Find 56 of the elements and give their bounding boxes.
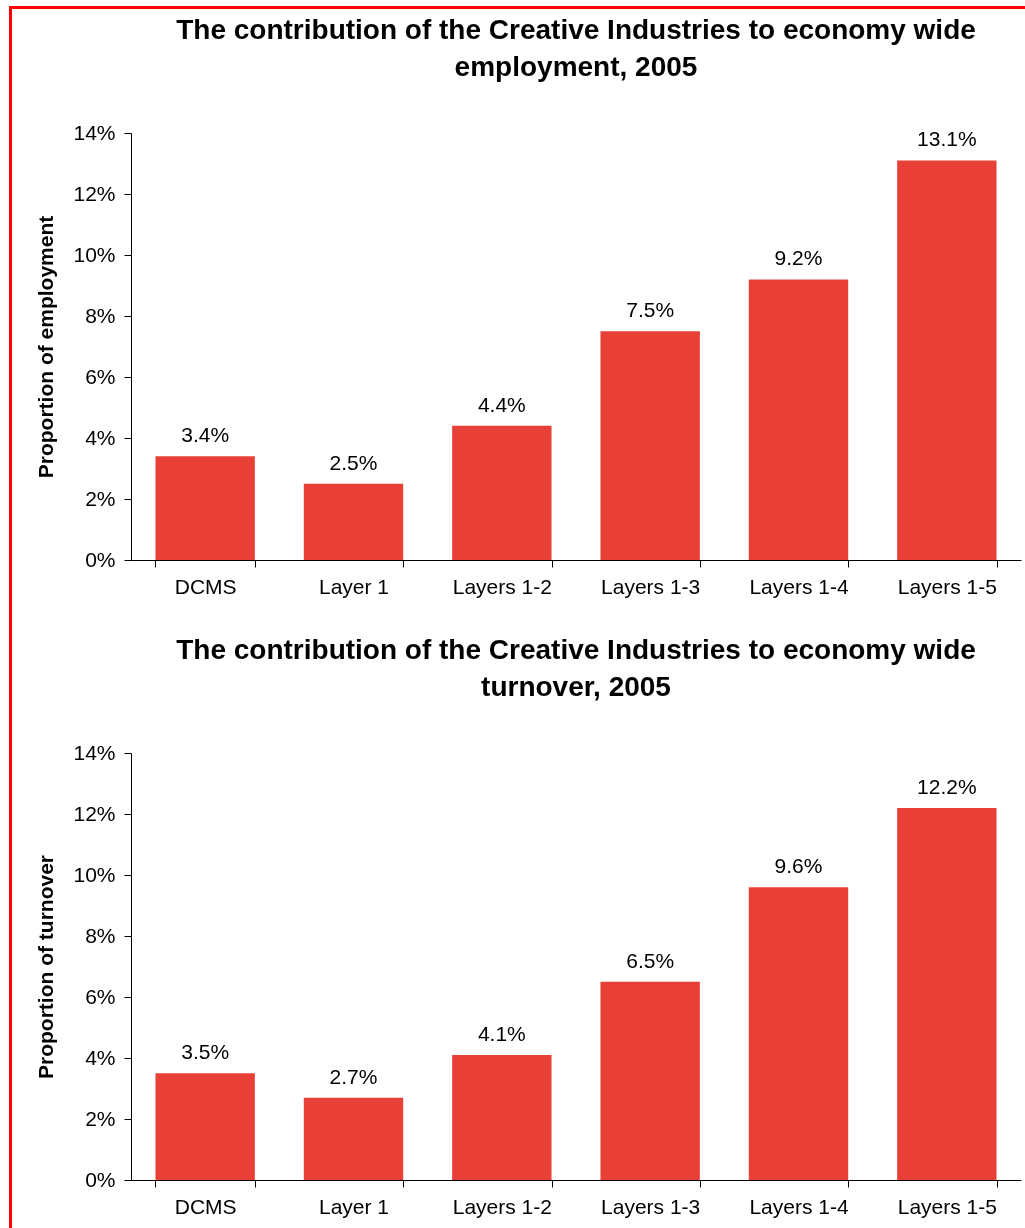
data-label: 3.5% xyxy=(181,1040,230,1064)
bar xyxy=(303,1097,404,1180)
x-tick-label: Layers 1-4 xyxy=(749,574,849,598)
x-tick-label: Layers 1-5 xyxy=(897,574,997,598)
x-tick-label: DCMS xyxy=(174,574,237,598)
data-label: 7.5% xyxy=(626,298,675,322)
bar xyxy=(600,981,700,1180)
bar xyxy=(748,279,849,560)
x-tick-label: Layers 1-2 xyxy=(452,574,552,598)
chart-title: The contribution of the Creative Industries to economy wide employment, 2005 xyxy=(176,14,976,82)
x-tick-label: Layers 1-5 xyxy=(897,1194,997,1218)
y-tick-label: 6% xyxy=(85,364,116,388)
data-label: 6.5% xyxy=(626,948,675,972)
y-tick-label: 0% xyxy=(85,547,116,571)
y-tick-label: 14% xyxy=(73,740,116,764)
x-tick-label: Layer 1 xyxy=(318,1194,390,1218)
y-tick-label: 10% xyxy=(73,242,116,266)
y-tick-label: 4% xyxy=(85,1045,116,1069)
y-tick-label: 2% xyxy=(85,486,116,510)
y-tick-label: 8% xyxy=(85,923,116,947)
y-tick-label: 14% xyxy=(73,120,116,144)
y-tick-label: 8% xyxy=(85,303,116,327)
y-tick-label: 10% xyxy=(73,862,116,886)
x-tick-label: Layers 1-3 xyxy=(601,574,701,598)
x-tick-label: DCMS xyxy=(174,1194,237,1218)
data-label: 4.4% xyxy=(477,392,526,416)
data-label: 9.6% xyxy=(774,854,823,878)
data-label: 2.5% xyxy=(329,450,378,474)
bar xyxy=(452,425,552,560)
bar xyxy=(303,483,404,560)
bar xyxy=(748,887,849,1180)
bar xyxy=(452,1054,552,1180)
bar xyxy=(897,807,997,1180)
y-tick-label: 0% xyxy=(85,1167,116,1191)
x-tick-label: Layers 1-2 xyxy=(452,1194,552,1218)
y-tick-label: 12% xyxy=(73,801,116,825)
x-tick-label: Layers 1-4 xyxy=(749,1194,849,1218)
data-label: 9.2% xyxy=(774,246,823,270)
data-label: 12.2% xyxy=(917,774,977,798)
x-tick-label: Layers 1-3 xyxy=(601,1194,701,1218)
y-tick-label: 6% xyxy=(85,984,116,1008)
data-label: 2.7% xyxy=(329,1064,378,1088)
chart-title: The contribution of the Creative Industries to economy wide turnover, 2005 xyxy=(176,634,976,702)
bar xyxy=(897,160,997,560)
y-tick-label: 2% xyxy=(85,1106,116,1130)
x-tick-label: Layer 1 xyxy=(318,574,390,598)
bar xyxy=(155,456,255,560)
bar xyxy=(600,331,700,560)
y-axis-title: Proportion of turnover xyxy=(34,855,58,1079)
data-label: 13.1% xyxy=(917,127,977,151)
data-label: 4.1% xyxy=(477,1021,526,1045)
data-label: 3.4% xyxy=(181,423,230,447)
y-tick-label: 4% xyxy=(85,425,116,449)
y-tick-label: 12% xyxy=(73,181,116,205)
bar xyxy=(155,1073,255,1180)
y-axis-title: Proportion of employment xyxy=(34,215,58,479)
